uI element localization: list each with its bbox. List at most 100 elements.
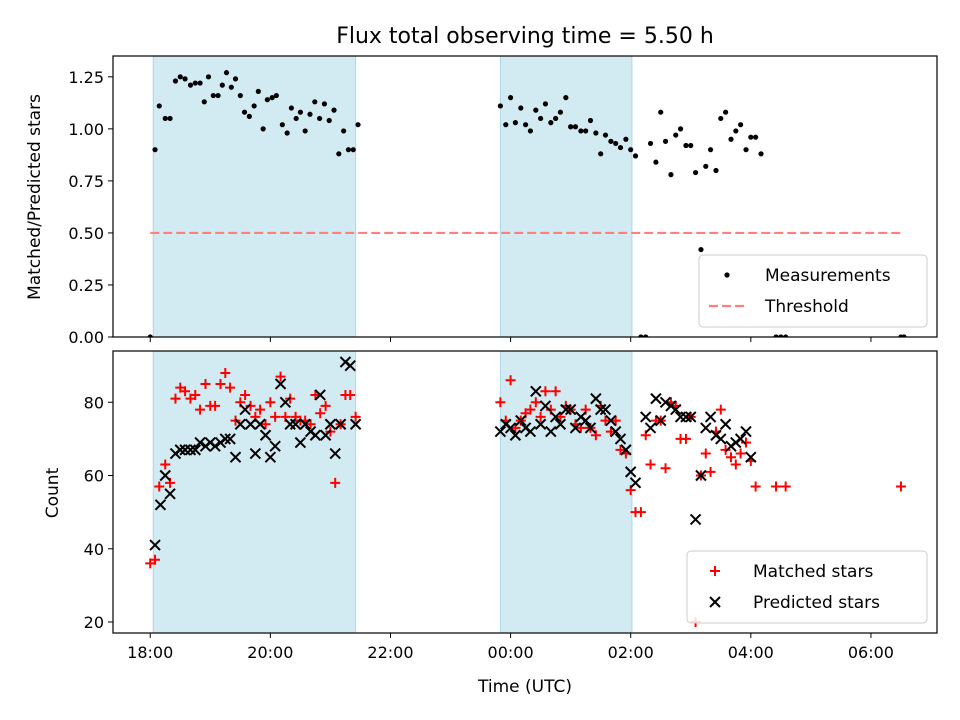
predicted-star-point — [640, 411, 652, 423]
predicted-star-point — [259, 429, 272, 441]
matched-star-point — [730, 459, 741, 470]
x-tick-label: 00:00 — [488, 643, 534, 662]
predicted-star-point — [620, 444, 632, 456]
matched-star-point — [605, 426, 616, 437]
measurement-point — [241, 109, 248, 115]
predicted-star-point — [274, 378, 287, 390]
predicted-star-point — [174, 444, 186, 456]
y-tick-label: 0.25 — [68, 276, 104, 295]
measurement-point — [279, 122, 285, 128]
measurement-point — [901, 334, 907, 337]
measurement-point — [563, 95, 569, 101]
measurement-point — [255, 88, 261, 94]
measurement-point — [326, 117, 332, 124]
predicted-star-point — [244, 418, 257, 430]
measurement-point — [269, 95, 275, 101]
matched-star-point — [535, 411, 546, 422]
measurement-point — [733, 128, 739, 134]
matched-star-point — [260, 419, 271, 430]
predicted-star-point — [349, 418, 362, 430]
x-tick-label: 18:00 — [127, 643, 173, 662]
measurement-point — [578, 128, 584, 134]
measurement-point — [523, 122, 529, 128]
matched-star-point — [245, 400, 256, 411]
predicted-star-point — [189, 444, 201, 456]
y-tick-label: 20 — [84, 613, 104, 632]
measurement-point — [548, 120, 554, 126]
measurement-point — [497, 103, 503, 109]
measurement-point — [167, 115, 173, 122]
matched-star-point — [750, 481, 761, 492]
matched-star-point — [240, 389, 251, 400]
predicted-star-point — [515, 414, 527, 427]
measurement-point — [201, 99, 207, 105]
measurement-point — [553, 115, 559, 122]
measurement-point — [147, 334, 153, 337]
measurement-point — [172, 78, 179, 84]
measurement-point — [778, 334, 784, 337]
matched-star-point — [530, 397, 541, 408]
measurement-point — [527, 128, 534, 134]
measurement-point — [219, 82, 225, 88]
matched-star-point — [550, 386, 561, 397]
measurement-point — [673, 132, 679, 138]
predicted-star-point — [279, 396, 292, 408]
measurement-point — [658, 109, 664, 115]
top-y-axis-label: Matched/Predicted stars — [25, 94, 45, 300]
measurement-point — [341, 128, 347, 134]
x-tick-label: 22:00 — [367, 643, 413, 662]
measurement-point — [542, 101, 549, 107]
measurement-point — [668, 172, 674, 178]
predicted-star-point — [269, 440, 281, 452]
legend-label: Threshold — [764, 297, 849, 317]
predicted-star-point — [264, 451, 277, 463]
predicted-star-point — [539, 400, 552, 412]
measurement-point — [593, 130, 599, 136]
predicted-star-point — [545, 425, 557, 438]
measurement-point — [662, 138, 669, 144]
predicted-star-point — [624, 466, 637, 478]
matched-star-point — [895, 481, 906, 492]
measurement-point — [293, 115, 299, 122]
measurement-point — [336, 151, 342, 157]
matched-star-point — [190, 389, 201, 400]
matched-star-point — [195, 404, 206, 415]
predicted-star-point — [579, 414, 592, 427]
matched-star-point — [310, 389, 321, 400]
matched-star-point — [715, 404, 726, 415]
predicted-star-point — [159, 469, 171, 482]
measurement-point — [533, 107, 539, 113]
legend-box — [686, 550, 928, 624]
measurement-point — [182, 76, 188, 82]
measurement-point — [288, 105, 294, 111]
matched-star-point — [160, 459, 171, 470]
x-axis-label: Time (UTC) — [477, 677, 572, 697]
predicted-star-point — [324, 418, 337, 430]
measurement-point — [284, 130, 290, 136]
matched-star-point — [720, 444, 731, 455]
predicted-star-point — [629, 477, 642, 489]
measurement-point — [738, 122, 744, 128]
measurement-point — [608, 138, 614, 144]
predicted-star-point — [650, 392, 662, 405]
predicted-star-point — [534, 418, 547, 430]
predicted-star-point — [254, 418, 266, 430]
predicted-star-point — [239, 403, 251, 416]
measurement-point — [568, 124, 574, 130]
matched-star-point — [635, 507, 646, 518]
matched-star-point — [315, 408, 326, 419]
legend-x-icon — [709, 596, 721, 608]
predicted-star-point — [494, 425, 507, 438]
matched-star-point — [150, 554, 161, 565]
predicted-star-point — [314, 389, 326, 401]
measurement-point — [317, 115, 323, 122]
measurement-point — [703, 163, 709, 169]
predicted-star-point — [219, 433, 232, 445]
predicted-star-point — [329, 447, 341, 460]
measurement-point — [156, 103, 162, 109]
measurement-point — [273, 92, 279, 99]
matched-star-point — [726, 452, 736, 463]
measurement-point — [628, 147, 634, 153]
predicted-star-point — [689, 513, 702, 526]
legend: Matched stars Predicted stars — [686, 550, 928, 624]
